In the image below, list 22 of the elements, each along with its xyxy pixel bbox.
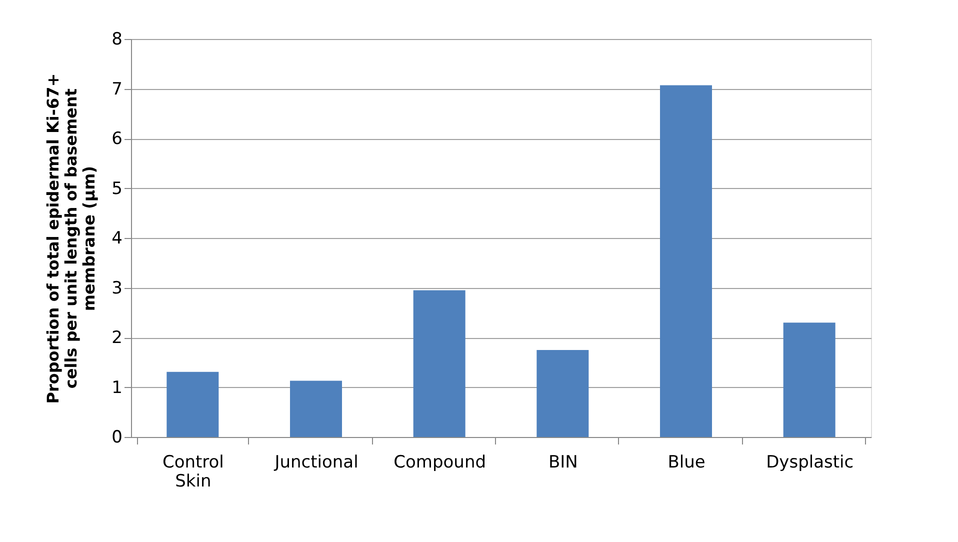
x-tick-label: BIN bbox=[548, 452, 578, 472]
x-tick-label: Compound bbox=[394, 452, 486, 472]
x-tick-label: Blue bbox=[668, 452, 706, 472]
x-tick-label: Dysplastic bbox=[766, 452, 854, 472]
y-tick-label: 4 bbox=[112, 228, 122, 248]
bar bbox=[290, 380, 342, 437]
y-tick-label: 1 bbox=[112, 378, 122, 398]
y-tick-label: 3 bbox=[112, 278, 122, 298]
bar bbox=[413, 290, 466, 437]
y-tick-label: 8 bbox=[112, 30, 122, 50]
y-tick-label: 2 bbox=[112, 328, 122, 348]
bar bbox=[536, 350, 589, 437]
x-tick-label: Junctional bbox=[274, 452, 358, 472]
bar bbox=[660, 85, 712, 437]
y-axis-title: Proportion of total epidermal Ki-67+ cells per unit length of basement membrane (µm) bbox=[44, 73, 99, 404]
x-tick-label: Control Skin bbox=[162, 452, 224, 492]
y-tick-label: 5 bbox=[112, 178, 122, 199]
bar bbox=[166, 372, 219, 437]
y-tick-label: 7 bbox=[112, 79, 122, 100]
y-tick-label: 6 bbox=[112, 129, 122, 149]
bar bbox=[783, 322, 836, 437]
y-tick-label: 0 bbox=[112, 428, 122, 448]
